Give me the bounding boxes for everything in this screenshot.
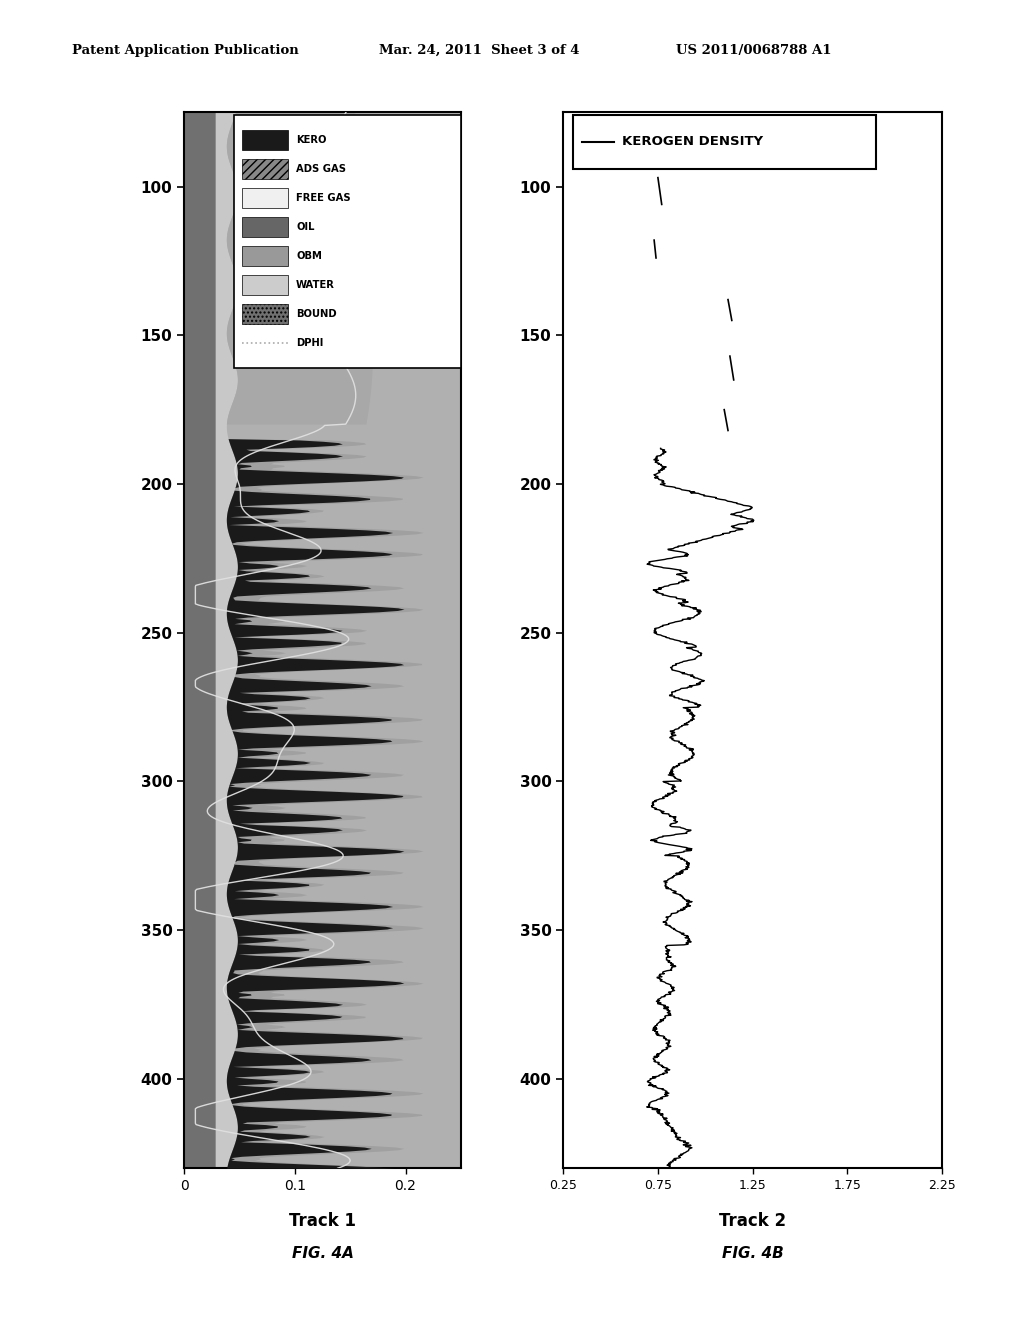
Bar — [242, 158, 289, 180]
Text: WATER: WATER — [296, 280, 335, 290]
Bar — [242, 275, 289, 296]
Text: OIL: OIL — [296, 222, 314, 232]
Text: ADS GAS: ADS GAS — [296, 164, 346, 174]
Text: OBM: OBM — [296, 251, 322, 261]
Bar — [242, 129, 289, 150]
Text: FREE GAS: FREE GAS — [296, 193, 350, 203]
Text: FIG. 4A: FIG. 4A — [292, 1246, 353, 1261]
Text: KERO: KERO — [296, 135, 327, 145]
Text: Track 2: Track 2 — [719, 1212, 786, 1230]
Bar — [242, 187, 289, 209]
Text: Track 1: Track 1 — [289, 1212, 356, 1230]
Text: KEROGEN DENSITY: KEROGEN DENSITY — [622, 136, 763, 148]
Bar — [242, 304, 289, 325]
Bar — [572, 115, 876, 169]
Bar — [242, 246, 289, 267]
Text: BOUND: BOUND — [296, 309, 337, 319]
Bar — [234, 115, 461, 368]
Text: Mar. 24, 2011  Sheet 3 of 4: Mar. 24, 2011 Sheet 3 of 4 — [379, 44, 580, 57]
Text: FIG. 4B: FIG. 4B — [722, 1246, 783, 1261]
Text: DPHI: DPHI — [296, 338, 324, 348]
Bar — [242, 216, 289, 238]
Text: US 2011/0068788 A1: US 2011/0068788 A1 — [676, 44, 831, 57]
Text: Patent Application Publication: Patent Application Publication — [72, 44, 298, 57]
